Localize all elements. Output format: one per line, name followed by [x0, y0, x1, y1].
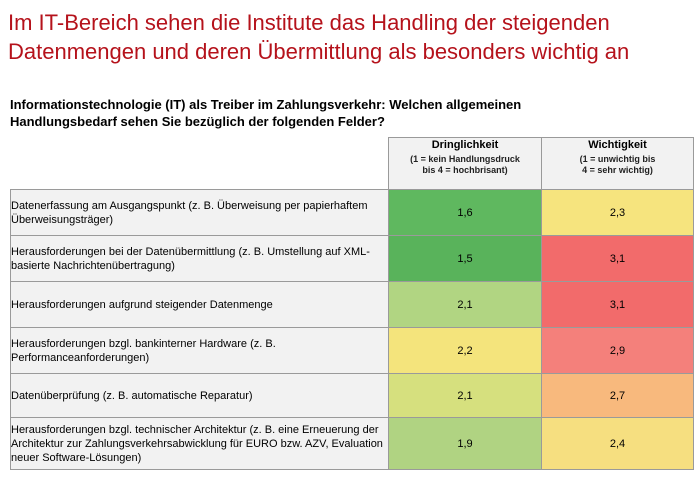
table-row: Herausforderungen bei der Datenübermittl…: [10, 235, 694, 282]
dringlichkeit-scale: (1 = kein Handlungsdruck bis 4 = hochbri…: [410, 154, 520, 175]
dringlichkeit-value: 1,5: [388, 235, 542, 282]
table-row: Datenüberprüfung (z. B. automatische Rep…: [10, 373, 694, 418]
table-row: Datenerfassung am Ausgangspunkt (z. B. Ü…: [10, 189, 694, 236]
row-label: Datenüberprüfung (z. B. automatische Rep…: [10, 373, 389, 418]
wichtigkeit-value: 2,7: [541, 373, 694, 418]
wichtigkeit-title: Wichtigkeit: [588, 139, 647, 151]
dringlichkeit-value: 2,1: [388, 281, 542, 328]
row-label: Herausforderungen bei der Datenübermittl…: [10, 235, 389, 282]
table-row: Herausforderungen bzgl. technischer Arch…: [10, 417, 694, 470]
wichtigkeit-scale: (1 = unwichtig bis 4 = sehr wichtig): [579, 154, 656, 175]
question-line-1: Informationstechnologie (IT) als Treiber…: [10, 97, 522, 112]
dringlichkeit-value: 1,9: [388, 417, 542, 470]
wichtigkeit-value: 3,1: [541, 235, 694, 282]
dringlichkeit-title: Dringlichkeit: [431, 139, 499, 151]
headline-line-2: Datenmengen und deren Übermittlung als b…: [8, 39, 630, 64]
question-line-2: Handlungsbedarf sehen Sie bezüglich der …: [10, 114, 385, 129]
row-label: Herausforderungen aufgrund steigender Da…: [10, 281, 389, 328]
page-headline: Im IT-Bereich sehen die Institute das Ha…: [8, 8, 698, 66]
table-row: Herausforderungen bzgl. bankinterner Har…: [10, 327, 694, 374]
survey-table: Dringlichkeit (1 = kein Handlungsdruck b…: [10, 137, 694, 470]
column-header-wichtigkeit: Wichtigkeit (1 = unwichtig bis 4 = sehr …: [541, 137, 694, 190]
wichtigkeit-value: 3,1: [541, 281, 694, 328]
header-blank-cell: [11, 138, 389, 190]
dringlichkeit-value: 2,2: [388, 327, 542, 374]
survey-question: Informationstechnologie (IT) als Treiber…: [10, 96, 690, 130]
column-header-dringlichkeit: Dringlichkeit (1 = kein Handlungsdruck b…: [388, 137, 542, 190]
row-label: Herausforderungen bzgl. bankinterner Har…: [10, 327, 389, 374]
table-header-row: Dringlichkeit (1 = kein Handlungsdruck b…: [11, 137, 694, 190]
headline-line-1: Im IT-Bereich sehen die Institute das Ha…: [8, 10, 610, 35]
wichtigkeit-value: 2,4: [541, 417, 694, 470]
row-label: Datenerfassung am Ausgangspunkt (z. B. Ü…: [10, 189, 389, 236]
wichtigkeit-value: 2,3: [541, 189, 694, 236]
dringlichkeit-value: 1,6: [388, 189, 542, 236]
table-row: Herausforderungen aufgrund steigender Da…: [10, 281, 694, 328]
dringlichkeit-value: 2,1: [388, 373, 542, 418]
row-label: Herausforderungen bzgl. technischer Arch…: [10, 417, 389, 470]
wichtigkeit-value: 2,9: [541, 327, 694, 374]
